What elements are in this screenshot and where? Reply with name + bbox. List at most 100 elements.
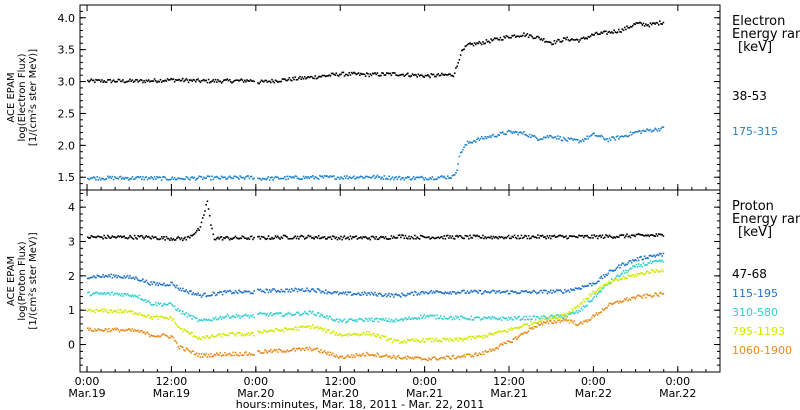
data-point <box>458 356 461 358</box>
data-point <box>422 337 424 340</box>
data-point <box>452 291 455 293</box>
data-point <box>357 292 360 294</box>
data-point <box>301 178 304 180</box>
data-point <box>186 236 189 238</box>
data-point <box>126 237 129 240</box>
data-point <box>485 137 488 140</box>
data-point <box>343 292 346 295</box>
data-point <box>111 328 114 330</box>
data-point <box>645 234 647 237</box>
data-point <box>626 277 628 280</box>
data-point <box>517 336 519 339</box>
data-point <box>260 352 263 354</box>
data-point <box>152 281 155 283</box>
data-point <box>609 302 612 305</box>
data-point <box>97 179 100 181</box>
data-point <box>241 333 244 335</box>
data-point <box>138 235 141 238</box>
data-point <box>405 358 408 360</box>
data-point <box>359 334 361 337</box>
data-point <box>171 176 173 178</box>
data-point <box>367 176 369 178</box>
data-point <box>271 236 273 239</box>
data-point <box>303 177 306 180</box>
data-point <box>503 317 505 319</box>
data-point <box>325 175 327 177</box>
data-point <box>325 351 327 354</box>
data-point <box>511 341 513 344</box>
data-point <box>242 176 245 179</box>
data-point <box>299 235 301 238</box>
data-point <box>115 328 117 331</box>
data-point <box>368 237 370 239</box>
data-point <box>169 178 171 181</box>
data-point <box>528 324 531 327</box>
data-point <box>577 312 579 314</box>
data-point <box>394 338 396 341</box>
data-point <box>593 234 595 236</box>
data-point <box>285 327 287 329</box>
data-point <box>526 135 529 137</box>
data-point <box>652 269 654 271</box>
data-point <box>478 352 481 354</box>
x-tick-label-time: 0:00 <box>243 375 268 388</box>
data-point <box>453 291 456 294</box>
data-point <box>657 254 660 257</box>
data-point <box>572 235 574 237</box>
data-point <box>110 309 113 311</box>
data-point <box>281 177 284 180</box>
data-point <box>200 176 203 178</box>
data-point <box>473 317 476 319</box>
data-point <box>214 354 217 356</box>
data-point <box>258 350 260 352</box>
data-point <box>422 315 424 318</box>
data-point <box>167 284 170 287</box>
data-point <box>313 177 315 180</box>
data-point <box>279 291 281 293</box>
data-point <box>107 311 109 314</box>
data-point <box>237 176 239 179</box>
data-point <box>589 300 592 302</box>
data-point <box>150 304 152 306</box>
data-point <box>423 314 425 316</box>
data-point <box>381 319 383 321</box>
data-point <box>267 235 270 237</box>
data-point <box>337 75 340 77</box>
data-point <box>662 261 665 263</box>
data-point <box>270 330 272 332</box>
data-point <box>615 275 618 278</box>
data-point <box>174 340 177 343</box>
data-point <box>618 264 620 266</box>
data-point <box>537 35 539 38</box>
data-point <box>434 356 436 358</box>
data-point <box>206 295 209 297</box>
data-point <box>581 285 584 287</box>
data-point <box>322 291 325 293</box>
data-point <box>647 257 649 260</box>
data-point <box>316 312 319 315</box>
data-point <box>462 148 464 151</box>
data-point <box>565 139 567 141</box>
data-point <box>378 292 381 295</box>
data-point <box>516 237 518 240</box>
data-point <box>148 177 150 179</box>
data-point <box>201 178 204 181</box>
data-point <box>453 337 456 340</box>
data-point <box>329 292 332 294</box>
data-point <box>359 237 361 239</box>
data-point <box>559 316 561 319</box>
data-point <box>611 269 613 272</box>
data-point <box>409 318 411 320</box>
data-point <box>653 270 655 273</box>
data-point <box>434 314 436 317</box>
data-point <box>461 151 463 153</box>
data-point <box>502 291 504 293</box>
data-point <box>521 237 524 239</box>
data-point <box>273 177 276 179</box>
data-point <box>634 259 636 261</box>
data-point <box>183 80 185 83</box>
data-point <box>584 235 586 237</box>
proton-ytick-label: 2 <box>68 270 75 283</box>
data-point <box>153 303 156 306</box>
data-point <box>118 331 121 333</box>
